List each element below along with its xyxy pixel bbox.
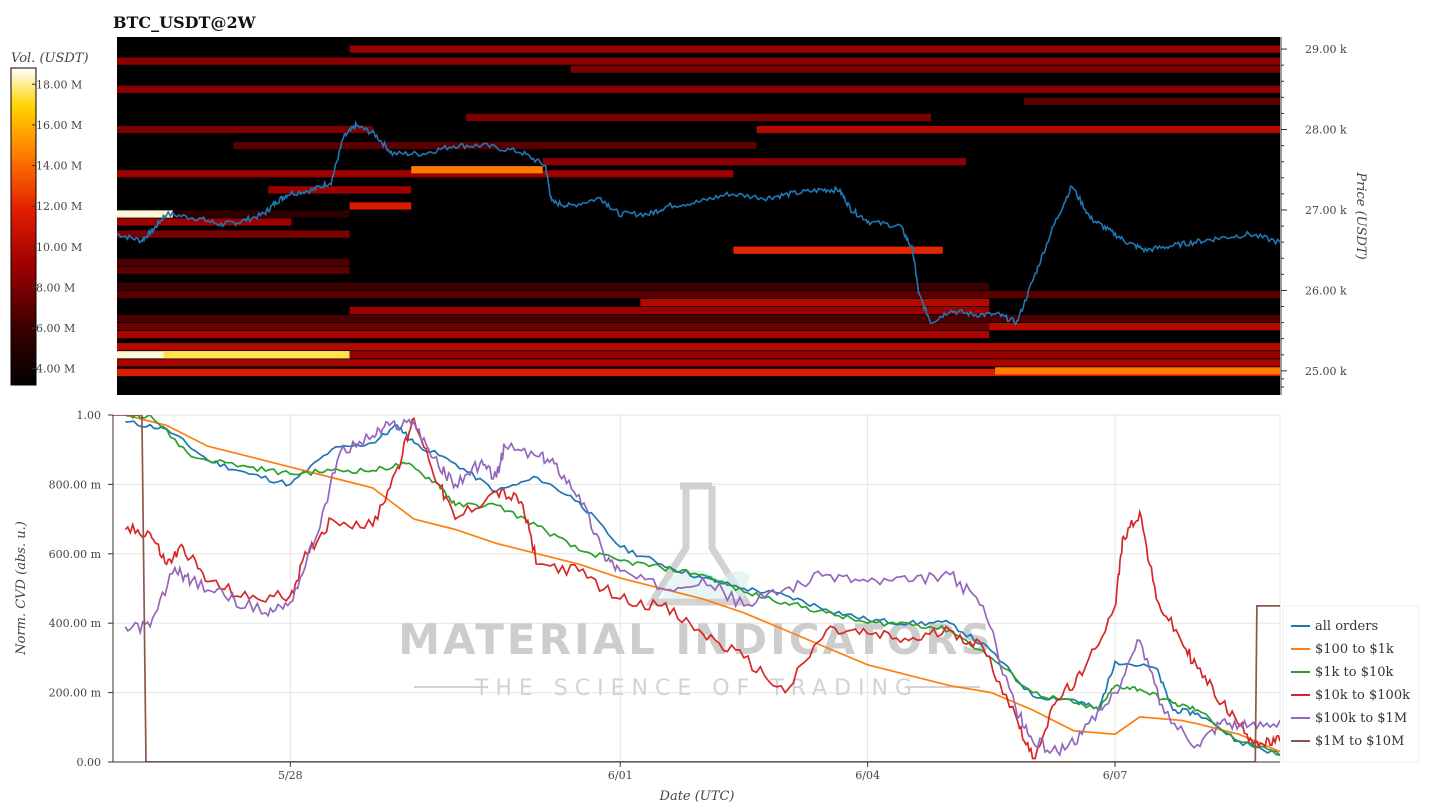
legend-label-0: all orders	[1315, 619, 1378, 634]
heat-band-13	[117, 290, 1280, 299]
heat-band-16	[117, 258, 350, 266]
cvd-panel: MATERIAL INDICATORS THE SCIENCE OF TRADI…	[112, 414, 1281, 763]
heat-band-12	[640, 298, 990, 307]
heat-band-18	[117, 230, 350, 238]
heat-band-5	[349, 351, 1280, 359]
colorbar-tick-label: 12.00 M	[36, 200, 82, 213]
x-tick-label: 6/04	[855, 769, 880, 782]
legend-label-4: $100k to $1M	[1315, 711, 1407, 726]
heat-band-7	[117, 331, 990, 339]
series-line-4	[124, 418, 1280, 757]
heat-band-25	[411, 166, 543, 174]
heat-band-17	[733, 246, 943, 254]
heat-band-29	[756, 125, 1280, 134]
heat-band-32	[117, 85, 1280, 93]
legend-label-5: $1M to $10M	[1315, 734, 1404, 749]
series-line-5	[113, 415, 1280, 762]
price-tick-label: 26.00 k	[1305, 284, 1347, 297]
cvd-y-tick-label: 600.00 m	[49, 548, 102, 561]
heat-band-14	[117, 282, 990, 291]
legend-box	[1282, 605, 1420, 763]
colorbar-tick-label: 10.00 M	[36, 241, 82, 254]
price-tick-label: 27.00 k	[1305, 204, 1347, 217]
heat-band-33	[570, 65, 1280, 73]
heat-band-1	[995, 367, 1280, 375]
colorbar-tick-label: 6.00 M	[36, 322, 75, 335]
colorbar-title: Vol. (USDT)	[11, 51, 89, 66]
colorbar-tick-label: 14.00 M	[36, 160, 82, 173]
heat-band-4	[163, 351, 350, 359]
heat-band-31	[1024, 97, 1280, 105]
heatmap-panel	[117, 37, 1280, 395]
colorbar-gradient	[10, 67, 37, 386]
cvd-series	[113, 415, 1280, 762]
heat-band-23	[268, 186, 412, 194]
series-line-1	[125, 415, 1280, 753]
series-line-0	[125, 420, 1280, 756]
chart-title: BTC_USDT@2W	[113, 13, 257, 32]
heat-band-9	[989, 322, 1280, 331]
heat-band-6	[117, 343, 1280, 351]
price-axis: 25.00 k 26.00 k 27.00 k 28.00 k 29.00 k	[1280, 37, 1347, 395]
heat-band-0	[117, 368, 1280, 377]
heat-band-10	[117, 314, 1280, 323]
x-tick-label: 5/28	[278, 769, 303, 782]
heat-band-19	[117, 218, 292, 226]
watermark-tagline: THE SCIENCE OF TRADING	[474, 676, 919, 701]
colorbar-tick-label: 4.00 M	[36, 363, 75, 376]
colorbar: 4.00 M 6.00 M 8.00 M 10.00 M 12.00 M 14.00 M 1…	[10, 67, 82, 386]
heat-band-20	[117, 210, 173, 218]
cvd-y-axis-title: Norm. CVD (abs. u.)	[14, 521, 29, 656]
heat-band-24	[117, 170, 734, 178]
heat-band-8	[117, 322, 990, 331]
heat-band-28	[117, 125, 373, 134]
price-tick-label: 28.00 k	[1305, 124, 1347, 137]
cvd-y-tick-label: 200.00 m	[49, 687, 102, 700]
legend-label-3: $10k to $100k	[1315, 688, 1410, 703]
x-tick-label: 6/01	[608, 769, 633, 782]
series-line-2	[125, 415, 1280, 756]
price-line	[117, 119, 1280, 327]
heat-band-22	[349, 202, 412, 210]
heat-band-2	[117, 359, 1280, 367]
price-tick-label: 29.00 k	[1305, 43, 1347, 56]
cvd-x-axis: 5/28 6/01 6/04 6/07	[278, 762, 1127, 782]
cvd-y-axis: 0.00 200.00 m 400.00 m 600.00 m 800.00 m 1.00	[49, 409, 113, 769]
heat-band-11	[349, 306, 990, 315]
price-axis-title: Price (USDT)	[1353, 171, 1368, 259]
x-axis-title: Date (UTC)	[659, 789, 735, 804]
x-tick-label: 6/07	[1103, 769, 1128, 782]
flask-icon	[645, 482, 753, 606]
colorbar-tick-label: 8.00 M	[36, 281, 75, 294]
legend-label-2: $1k to $10k	[1315, 665, 1394, 680]
colorbar-tick-label: 18.00 M	[36, 78, 82, 91]
cvd-y-tick-label: 400.00 m	[49, 617, 102, 630]
heat-band-15	[117, 266, 350, 274]
cvd-y-tick-label: 0.00	[77, 756, 102, 769]
series-line-3	[124, 417, 1280, 760]
heat-band-26	[542, 158, 966, 166]
heatmap-bands	[117, 45, 1280, 377]
legend-label-1: $100 to $1k	[1315, 642, 1394, 657]
price-tick-label: 25.00 k	[1305, 365, 1347, 378]
cvd-y-tick-label: 1.00	[77, 409, 102, 422]
colorbar-tick-label: 16.00 M	[36, 119, 82, 132]
heat-band-30	[465, 113, 932, 122]
heat-band-34	[117, 57, 1280, 65]
cvd-y-tick-label: 800.00 m	[49, 478, 102, 491]
heat-band-35	[349, 45, 1280, 53]
legend: all orders $100 to $1k $1k to $10k $10k to …	[1282, 605, 1420, 763]
